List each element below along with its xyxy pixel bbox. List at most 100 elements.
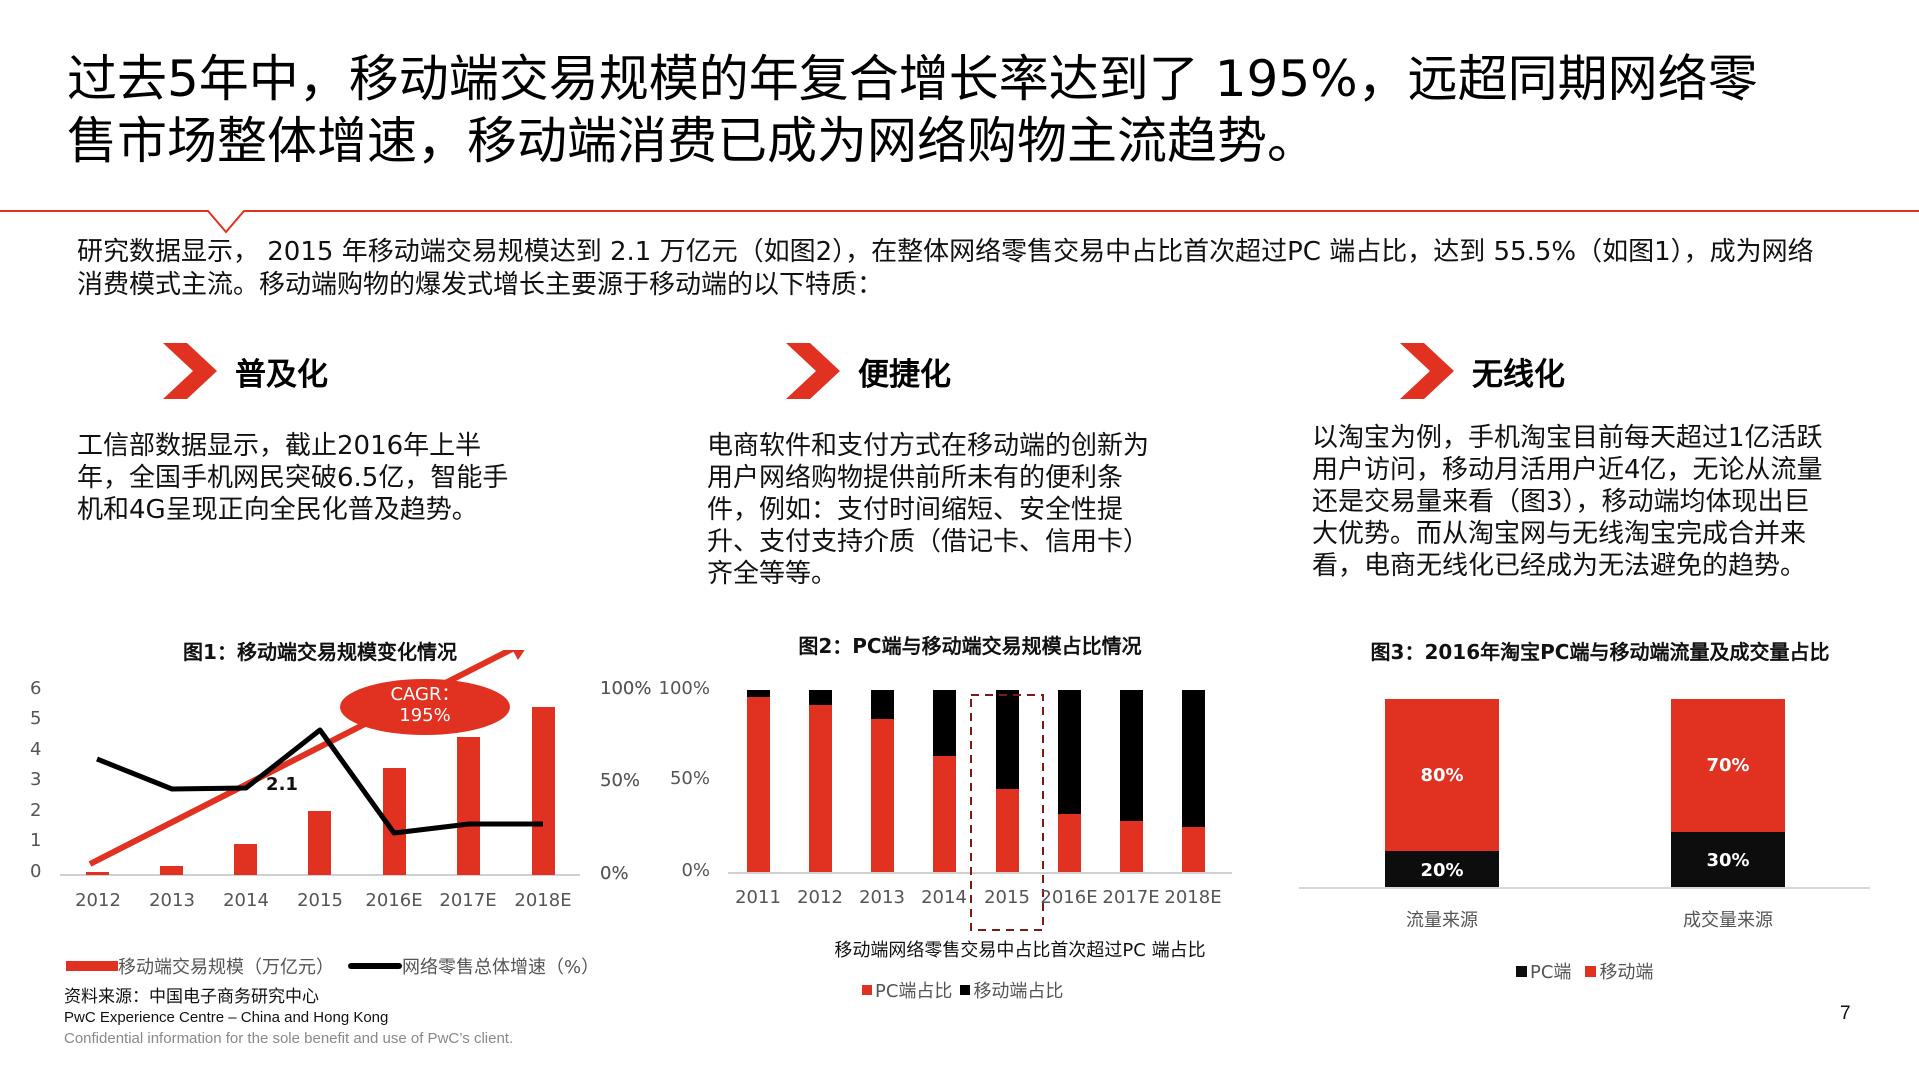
- body-line: 用户访问，移动月活用户近4亿，无论从流量: [1312, 455, 1823, 485]
- header-divider: [0, 210, 1919, 234]
- chart3-title: 图3：2016年淘宝PC端与移动端流量及成交量占比: [1370, 640, 1830, 664]
- chart2-title: 图2：PC端与移动端交易规模占比情况: [798, 634, 1142, 658]
- cagr-annotation: CAGR： 195%: [365, 684, 485, 726]
- intro-paragraph: 研究数据显示， 2015 年移动端交易规模达到 2.1 万亿元（如图2），在整体…: [77, 236, 1877, 302]
- body-line: 工信部数据显示，截止2016年上半: [77, 431, 482, 461]
- chevron-right-icon: [163, 343, 217, 399]
- chart2-plot: [728, 690, 1232, 931]
- x-tick: 2011: [735, 887, 781, 908]
- axis-tick: 2: [30, 800, 42, 821]
- x-tick: 2012: [797, 887, 843, 908]
- axis-tick: 0%: [681, 860, 710, 881]
- section-body-wireless: 以淘宝为例，手机淘宝目前每天超过1亿活跃 用户访问，移动月活用户近4亿，无论从流…: [1312, 422, 1892, 582]
- x-tick: 2015: [984, 887, 1030, 908]
- axis-tick: 3: [30, 769, 42, 790]
- section-title: 无线化: [1472, 356, 1565, 393]
- section-header-popularization: 普及化: [163, 343, 328, 399]
- legend-swatch-line: [348, 963, 402, 969]
- x-tick: 2016E: [1040, 887, 1098, 908]
- section-title: 普及化: [235, 356, 328, 393]
- cagr-label: CAGR：: [390, 684, 460, 705]
- bar-label: 20%: [1420, 860, 1464, 881]
- legend-label: PC端: [1530, 962, 1572, 983]
- section-body-convenience: 电商软件和支付方式在移动端的创新为 用户网络购物提供前所未有的便利条 件，例如：…: [707, 430, 1227, 590]
- body-line: 用户网络购物提供前所未有的便利条: [707, 463, 1124, 493]
- body-line: 升、支付支持介质（借记卡、信用卡）: [707, 527, 1150, 557]
- body-line: 还是交易量来看（图3），移动端均体现出巨: [1312, 487, 1810, 517]
- source-note: 资料来源：中国电子商务研究中心: [64, 987, 319, 1007]
- intro-line-1: 研究数据显示， 2015 年移动端交易规模达到 2.1 万亿元（如图2），在整体…: [77, 237, 1814, 267]
- body-line: 大优势。而从淘宝网与无线淘宝完成合并来: [1312, 519, 1807, 549]
- legend-swatch-pc: [1516, 965, 1527, 977]
- chart1-data-label: 2.1: [266, 774, 298, 795]
- x-tick: 2013: [859, 887, 905, 908]
- section-header-wireless: 无线化: [1400, 343, 1565, 399]
- chart1-x-axis: 2012 2013 2014 2015 2016E 2017E 2018E: [60, 890, 600, 914]
- chart2-x-axis: 2011 2012 2013 2014 2015 2016E 2017E 201…: [720, 887, 1240, 911]
- axis-tick: 50%: [600, 770, 641, 791]
- highlight-2015-box: [970, 694, 1044, 931]
- bar-label: 70%: [1706, 755, 1750, 776]
- chart2-bars: [747, 690, 1205, 872]
- axis-tick: 5: [30, 708, 42, 729]
- body-line: 机和4G呈现正向全民化普及趋势。: [77, 495, 478, 525]
- axis-tick: 50%: [669, 768, 710, 789]
- body-line: 年，全国手机网民突破6.5亿，智能手: [77, 463, 509, 493]
- x-tick: 2018E: [514, 890, 572, 911]
- chart1-title: 图1：移动端交易规模变化情况: [183, 640, 457, 664]
- body-line: 看，电商无线化已经成为无法避免的趋势。: [1312, 551, 1807, 581]
- bar-label: 30%: [1706, 850, 1750, 871]
- axis-tick: 50%: [600, 770, 641, 791]
- x-tick: 流量来源: [1406, 910, 1478, 931]
- axis-tick: 1: [30, 830, 42, 851]
- body-line: 件，例如：支付时间缩短、安全性提: [707, 495, 1124, 525]
- section-header-convenience: 便捷化: [786, 343, 951, 399]
- axis-tick: 0%: [600, 863, 629, 884]
- title-line-1: 过去5年中，移动端交易规模的年复合增长率达到了 195%，远超同期网络零: [67, 50, 1758, 108]
- footer-org: PwC Experience Centre – China and Hong K…: [64, 1009, 389, 1026]
- footer-confidential: Confidential information for the sole be…: [64, 1030, 514, 1047]
- legend-label: 移动端: [1599, 962, 1654, 983]
- bar-label: 80%: [1420, 765, 1464, 786]
- chevron-right-icon: [1400, 343, 1454, 399]
- body-line: 以淘宝为例，手机淘宝目前每天超过1亿活跃: [1312, 423, 1823, 453]
- chart1-plot: [60, 650, 580, 876]
- chart1-bars: [86, 707, 555, 875]
- legend-swatch-pc: [862, 985, 872, 995]
- legend-label: 移动端交易规模（万亿元）: [118, 957, 334, 978]
- x-tick: 2017E: [439, 890, 497, 911]
- chart2-caption: 移动端网络零售交易中占比首次超过PC 端占比: [834, 940, 1206, 961]
- cagr-value: 195%: [399, 705, 451, 726]
- chart3-legend: PC端 移动端: [1516, 958, 1653, 984]
- x-tick: 2014: [921, 887, 967, 908]
- body-line: 电商软件和支付方式在移动端的创新为: [707, 431, 1150, 461]
- legend-label: 网络零售总体增速（%）: [402, 957, 600, 978]
- axis-tick: 0: [30, 861, 42, 882]
- body-line: 齐全等等。: [707, 559, 838, 589]
- page-title: 过去5年中，移动端交易规模的年复合增长率达到了 195%，远超同期网络零 售市场…: [67, 48, 1887, 172]
- chart2-legend: PC端占比 移动端占比: [862, 977, 1063, 1003]
- axis-tick: 4: [30, 739, 42, 760]
- section-title: 便捷化: [858, 356, 951, 393]
- axis-tick: 100%: [600, 678, 652, 699]
- x-tick: 2017E: [1102, 887, 1160, 908]
- intro-line-2: 消费模式主流。移动端购物的爆发式增长主要源于移动端的以下特质：: [77, 270, 884, 300]
- axis-tick: 100%: [658, 678, 710, 699]
- legend-label: PC端占比: [875, 981, 953, 1002]
- x-tick: 2015: [297, 890, 343, 911]
- title-line-2: 售市场整体增速，移动端消费已成为网络购物主流趋势。: [67, 112, 1317, 170]
- chart3-plot: [1299, 699, 1870, 889]
- legend-label: 移动端占比: [973, 981, 1064, 1002]
- section-body-popularization: 工信部数据显示，截止2016年上半 年，全国手机网民突破6.5亿，智能手 机和4…: [77, 430, 597, 526]
- x-tick: 成交量来源: [1683, 910, 1773, 931]
- x-tick: 2016E: [365, 890, 423, 911]
- axis-tick: 6: [30, 678, 42, 699]
- page-number: 7: [1840, 1003, 1851, 1024]
- legend-swatch-mobile: [960, 985, 971, 995]
- x-tick: 2013: [149, 890, 195, 911]
- axis-tick: 100%: [600, 678, 652, 699]
- legend-swatch-mobile: [1585, 965, 1597, 977]
- legend-swatch-bar: [66, 961, 118, 971]
- x-tick: 2014: [223, 890, 269, 911]
- chevron-right-icon: [786, 343, 840, 399]
